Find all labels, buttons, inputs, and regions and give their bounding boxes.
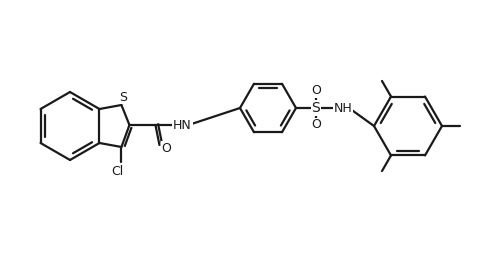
Text: O: O xyxy=(311,84,321,98)
Text: Cl: Cl xyxy=(111,165,123,177)
Text: HN: HN xyxy=(173,119,192,132)
Text: O: O xyxy=(311,119,321,132)
Text: NH: NH xyxy=(334,101,352,114)
Text: O: O xyxy=(161,142,171,155)
Text: S: S xyxy=(312,101,320,115)
Text: S: S xyxy=(120,91,128,103)
